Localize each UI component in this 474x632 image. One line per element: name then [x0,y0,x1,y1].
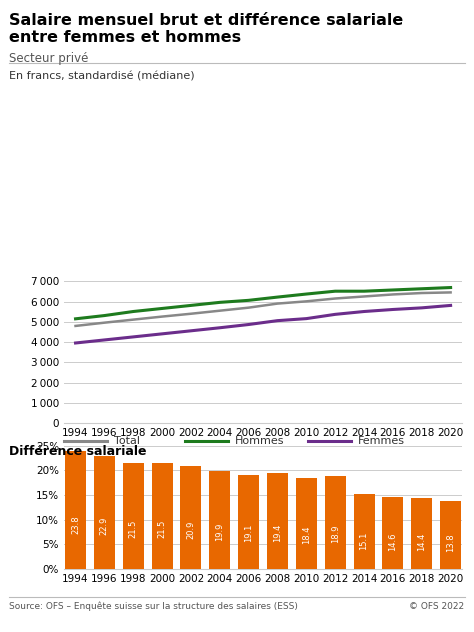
Bar [152,463,173,569]
Text: © OFS 2022: © OFS 2022 [410,602,465,611]
Bar [94,456,115,569]
Bar [238,475,259,569]
Text: 20.9: 20.9 [186,521,195,539]
Bar [325,476,346,569]
Text: 14.6: 14.6 [388,532,397,550]
Text: Source: OFS – Enquête suisse sur la structure des salaires (ESS): Source: OFS – Enquête suisse sur la stru… [9,602,298,611]
Text: 18.4: 18.4 [302,525,311,544]
Text: 22.9: 22.9 [100,517,109,535]
Bar [354,494,374,569]
Bar [65,451,86,569]
Text: 19.4: 19.4 [273,523,282,542]
Bar [210,471,230,569]
Text: Différence salariale: Différence salariale [9,445,147,458]
Bar [181,466,201,569]
Bar [411,498,432,569]
Text: Salaire mensuel brut et différence salariale: Salaire mensuel brut et différence salar… [9,13,404,28]
Text: 14.4: 14.4 [417,533,426,551]
Text: Hommes: Hommes [235,436,284,446]
Text: 19.1: 19.1 [244,524,253,542]
Text: 18.9: 18.9 [331,524,340,543]
Text: 15.1: 15.1 [360,532,369,550]
Bar [440,501,461,569]
Text: Total: Total [114,436,140,446]
Text: 13.8: 13.8 [446,533,455,552]
Bar [267,473,288,569]
Text: 23.8: 23.8 [71,515,80,533]
Text: Secteur privé: Secteur privé [9,52,89,65]
Bar [383,497,403,569]
Bar [296,478,317,569]
Bar [123,463,144,569]
Text: entre femmes et hommes: entre femmes et hommes [9,30,242,46]
Text: 21.5: 21.5 [129,520,138,538]
Text: 21.5: 21.5 [157,520,166,538]
Text: 19.9: 19.9 [215,522,224,541]
Text: En francs, standardisé (médiane): En francs, standardisé (médiane) [9,71,195,82]
Text: Femmes: Femmes [358,436,405,446]
